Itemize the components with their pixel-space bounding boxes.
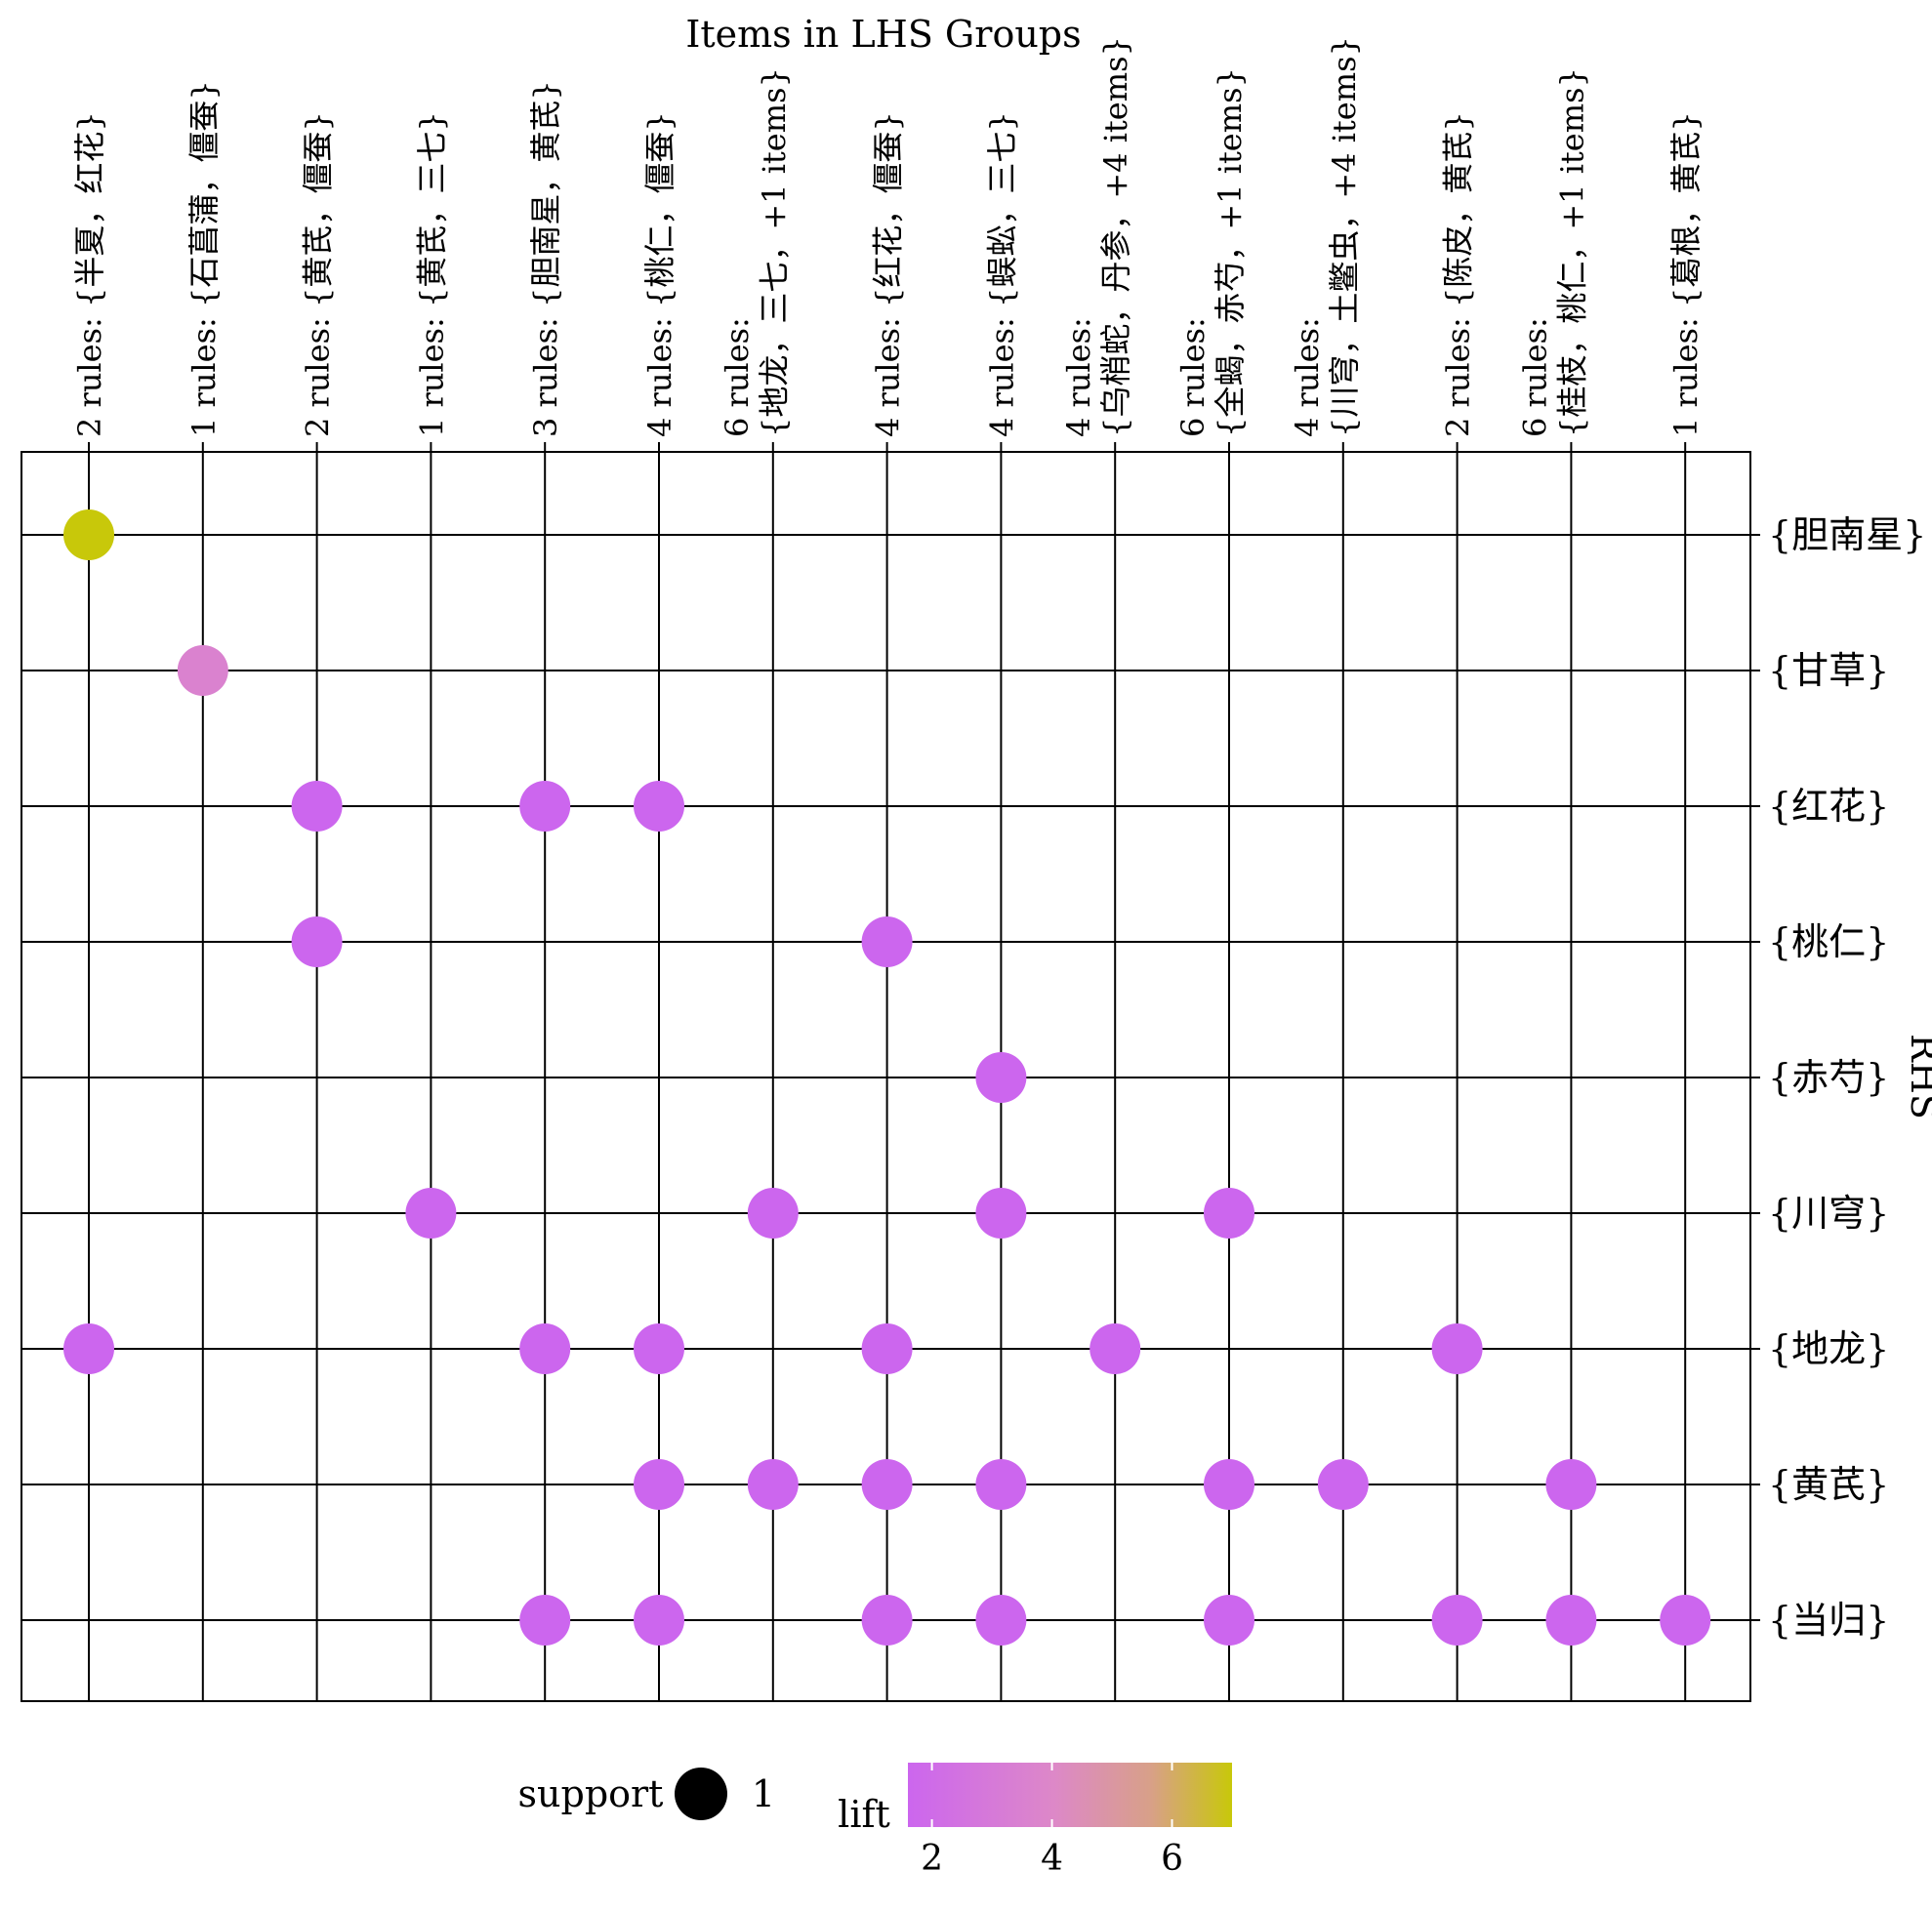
grid — [21, 451, 1751, 1702]
rule-point — [634, 781, 684, 832]
y-tick-label: {甘草} — [1768, 649, 1889, 692]
x-tick-labels: 2 rules: {半夏，红花} 1 rules: {石菖蒲，僵蚕} 2 rules… — [71, 36, 1705, 452]
rule-point — [1660, 1595, 1711, 1646]
lift-tick-label: 4 — [1041, 1839, 1063, 1879]
y-tick-labels: {胆南星} {甘草} {红花} {桃仁} {赤芍} {川穹} {地龙} {黄芪} {当归} — [1750, 513, 1926, 1642]
rule-point — [634, 1323, 684, 1374]
x-tick-label: {川穹，土鳖虫，+4 items} — [1326, 36, 1363, 437]
x-tick-label: 2 rules: {黄芪，僵蚕} — [300, 111, 337, 437]
rule-point — [747, 1188, 799, 1239]
x-tick-label: 1 rules: {黄芪，三七} — [413, 111, 450, 437]
rule-point — [1545, 1595, 1597, 1646]
data-points — [63, 509, 1711, 1646]
rule-point — [1431, 1323, 1483, 1374]
y-tick-label: {赤芍} — [1768, 1056, 1889, 1099]
rule-point — [63, 1323, 114, 1374]
y-axis-title: RHS — [1903, 1034, 1932, 1119]
rule-point — [975, 1052, 1027, 1103]
rule-point — [1545, 1459, 1597, 1510]
rule-point — [1204, 1459, 1254, 1510]
rule-point — [1431, 1595, 1483, 1646]
rule-point — [291, 916, 343, 967]
rule-point — [519, 781, 571, 832]
x-tick-label: {桂枝，桃仁，+1 items} — [1553, 67, 1590, 437]
x-tick-label: 6 rules: — [719, 317, 756, 437]
y-tick-label: {黄芪} — [1768, 1463, 1889, 1506]
y-tick-label: {桃仁} — [1768, 920, 1889, 963]
x-tick-label: {全蝎，赤芍，+1 items} — [1212, 67, 1249, 437]
y-tick-label: {川穹} — [1768, 1192, 1889, 1235]
rule-point — [861, 916, 913, 967]
x-tick-label: 4 rules: {蜈蚣，三七} — [983, 111, 1020, 437]
rule-point — [1204, 1595, 1254, 1646]
y-tick-label: {胆南星} — [1768, 513, 1926, 556]
support-legend-marker — [675, 1768, 727, 1820]
chart-title: Items in LHS Groups — [685, 13, 1081, 56]
x-tick-label: 1 rules: {石菖蒲，僵蚕} — [185, 80, 223, 437]
rule-point — [975, 1595, 1027, 1646]
legend: support 1 lift 2 4 6 — [518, 1763, 1232, 1879]
lift-tick-label: 2 — [921, 1839, 943, 1879]
x-tick-label: 2 rules: {陈皮，黄芪} — [1440, 111, 1477, 437]
rule-point — [1204, 1188, 1254, 1239]
x-tick-label: 4 rules: {红花，僵蚕} — [870, 111, 907, 437]
y-tick-label: {地龙} — [1768, 1327, 1889, 1370]
x-tick-label: 6 rules: — [1516, 317, 1553, 437]
rule-point — [747, 1459, 799, 1510]
rule-point — [177, 645, 228, 696]
support-legend-value: 1 — [752, 1772, 775, 1815]
lift-legend-label: lift — [838, 1793, 890, 1836]
x-tick-label: {地龙，三七，+1 items} — [756, 67, 793, 437]
rule-point — [519, 1595, 571, 1646]
rule-point — [291, 781, 343, 832]
x-tick-label: 3 rules: {胆南星，黄芪} — [527, 80, 564, 437]
rule-point — [1317, 1459, 1369, 1510]
support-legend-label: support — [518, 1772, 664, 1815]
lift-tick-label: 6 — [1161, 1839, 1183, 1879]
rule-point — [861, 1459, 913, 1510]
rule-point — [634, 1459, 684, 1510]
x-tick-label: 4 rules: — [1289, 317, 1326, 437]
x-tick-label: {乌梢蛇，丹参，+4 items} — [1097, 36, 1134, 437]
rule-point — [861, 1323, 913, 1374]
x-tick-label: 6 rules: — [1174, 317, 1212, 437]
rule-point — [975, 1188, 1027, 1239]
rule-point — [634, 1595, 684, 1646]
rule-point — [861, 1595, 913, 1646]
rule-point — [405, 1188, 457, 1239]
x-tick-label: 4 rules: {桃仁，僵蚕} — [641, 111, 678, 437]
rule-point — [519, 1323, 571, 1374]
y-tick-label: {红花} — [1768, 785, 1889, 828]
lift-colorbar — [908, 1763, 1232, 1827]
x-tick-label: 1 rules: {葛根，黄芪} — [1667, 111, 1705, 437]
x-tick-label: 2 rules: {半夏，红花} — [71, 111, 108, 437]
y-tick-label: {当归} — [1768, 1599, 1889, 1642]
rule-point — [1089, 1323, 1141, 1374]
rule-point — [975, 1459, 1027, 1510]
x-tick-label: 4 rules: — [1060, 317, 1097, 437]
rule-point — [63, 509, 114, 560]
